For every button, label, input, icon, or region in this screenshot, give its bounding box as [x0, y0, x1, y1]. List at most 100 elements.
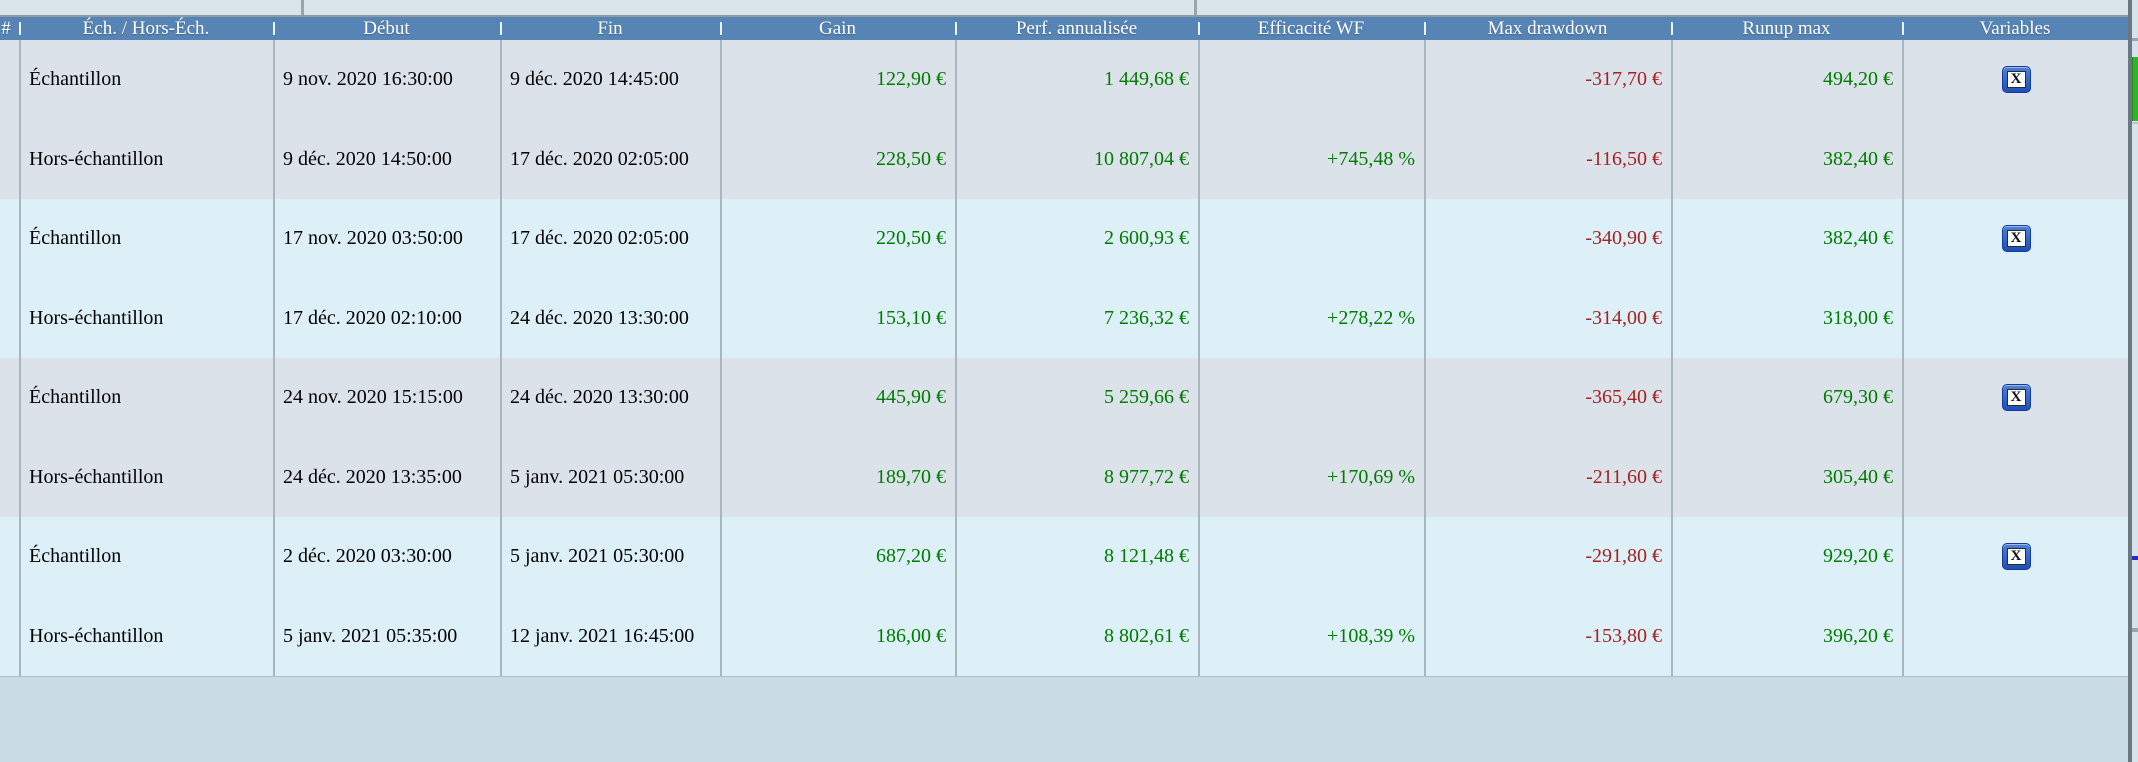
table-row[interactable]: Hors-échantillon 17 déc. 2020 02:10:00 24 … [0, 278, 2128, 359]
cell-eff [1198, 358, 1424, 438]
variables-icon[interactable]: X [2001, 384, 2031, 412]
cell-vars: X [1902, 40, 2128, 120]
cell-fin: 17 déc. 2020 02:05:00 [500, 199, 720, 279]
table-row[interactable]: Hors-échantillon 24 déc. 2020 13:35:00 5 j… [0, 437, 2128, 518]
cell-num [0, 517, 19, 597]
table-row[interactable]: Hors-échantillon 9 déc. 2020 14:50:00 17 d… [0, 119, 2128, 200]
cell-runup: 305,40 € [1671, 437, 1902, 517]
header-separator [500, 22, 502, 35]
cell-dd: -291,80 € [1424, 517, 1671, 597]
cell-vars [1902, 437, 2128, 517]
table-row[interactable]: Échantillon 17 nov. 2020 03:50:00 17 déc. … [0, 199, 2128, 279]
cell-type: Échantillon [19, 40, 273, 120]
cell-fin: 17 déc. 2020 02:05:00 [500, 119, 720, 199]
cell-eff [1198, 517, 1424, 597]
cell-debut: 9 déc. 2020 14:50:00 [273, 119, 500, 199]
cell-vars: X [1902, 358, 2128, 438]
variables-icon[interactable]: X [2001, 225, 2031, 253]
cell-runup: 318,00 € [1671, 278, 1902, 358]
cell-type: Échantillon [19, 199, 273, 279]
cell-type: Échantillon [19, 358, 273, 438]
upper-panel-edge [0, 0, 2128, 17]
variables-icon[interactable]: X [2001, 66, 2031, 94]
table-row[interactable]: Échantillon 2 déc. 2020 03:30:00 5 janv. 2… [0, 517, 2128, 597]
cell-num [0, 597, 19, 677]
cell-perf: 7 236,32 € [955, 278, 1198, 358]
cell-vars [1902, 596, 2128, 676]
cell-fin: 5 janv. 2021 05:30:00 [500, 517, 720, 597]
cell-dd: -211,60 € [1424, 437, 1671, 517]
cell-num [0, 438, 19, 518]
cell-debut: 17 déc. 2020 02:10:00 [273, 278, 500, 358]
cell-num [0, 120, 19, 200]
header-separator [1671, 22, 1673, 35]
cell-dd: -314,00 € [1424, 278, 1671, 358]
column-header-label: Début [363, 18, 410, 39]
column-header-label: Perf. annualisée [1015, 18, 1138, 39]
cell-vars [1902, 119, 2128, 199]
cell-gain: 189,70 € [720, 437, 955, 517]
column-header-efficacite[interactable]: Efficacité WF [1198, 17, 1424, 40]
cell-eff: +108,39 % [1198, 596, 1424, 676]
column-header-gain[interactable]: Gain [720, 17, 955, 40]
cell-perf: 2 600,93 € [955, 199, 1198, 279]
cell-runup: 382,40 € [1671, 119, 1902, 199]
adjacent-panel-green-bar [2132, 57, 2138, 121]
cell-num [0, 279, 19, 359]
column-header-label: Fin [597, 18, 623, 39]
cell-runup: 382,40 € [1671, 199, 1902, 279]
column-header-max-drawdown[interactable]: Max drawdown [1424, 17, 1671, 40]
cell-vars [1902, 278, 2128, 358]
column-header-runup-max[interactable]: Runup max [1671, 17, 1902, 40]
table-row[interactable]: Échantillon 9 nov. 2020 16:30:00 9 déc. 20… [0, 40, 2128, 120]
cell-debut: 5 janv. 2021 05:35:00 [273, 596, 500, 676]
table-row[interactable]: Hors-échantillon 5 janv. 2021 05:35:00 12 … [0, 596, 2128, 677]
cell-runup: 396,20 € [1671, 596, 1902, 676]
table-body: Échantillon 9 nov. 2020 16:30:00 9 déc. 20… [0, 40, 2128, 677]
cell-fin: 12 janv. 2021 16:45:00 [500, 596, 720, 676]
cell-perf: 8 121,48 € [955, 517, 1198, 597]
cell-num [0, 40, 19, 120]
cell-vars: X [1902, 517, 2128, 597]
column-header-label: Max drawdown [1487, 18, 1608, 39]
column-header-debut[interactable]: Début [273, 17, 500, 40]
cell-gain: 445,90 € [720, 358, 955, 438]
table-row[interactable]: Échantillon 24 nov. 2020 15:15:00 24 déc. … [0, 358, 2128, 438]
cell-debut: 24 nov. 2020 15:15:00 [273, 358, 500, 438]
column-header-label: Efficacité WF [1257, 18, 1365, 39]
cell-gain: 220,50 € [720, 199, 955, 279]
column-header-variables[interactable]: Variables [1902, 17, 2128, 40]
variables-icon-glyph: X [2006, 389, 2026, 407]
panel-split-handle[interactable] [2128, 0, 2132, 762]
cell-type: Hors-échantillon [19, 596, 273, 676]
cell-gain: 186,00 € [720, 596, 955, 676]
column-header-fin[interactable]: Fin [500, 17, 720, 40]
cell-perf: 1 449,68 € [955, 40, 1198, 120]
variables-icon-glyph: X [2006, 230, 2026, 248]
variables-icon-glyph: X [2006, 71, 2026, 89]
cell-eff [1198, 199, 1424, 279]
cell-dd: -365,40 € [1424, 358, 1671, 438]
cell-dd: -317,70 € [1424, 40, 1671, 120]
cell-type: Échantillon [19, 517, 273, 597]
header-separator [19, 22, 21, 35]
cell-gain: 122,90 € [720, 40, 955, 120]
cell-eff [1198, 40, 1424, 120]
cell-num [0, 199, 19, 279]
cell-fin: 5 janv. 2021 05:30:00 [500, 437, 720, 517]
cell-perf: 8 802,61 € [955, 596, 1198, 676]
cell-runup: 929,20 € [1671, 517, 1902, 597]
cell-num [0, 358, 19, 438]
column-header-perf[interactable]: Perf. annualisée [955, 17, 1198, 40]
cell-perf: 8 977,72 € [955, 437, 1198, 517]
adjacent-panel-line [2132, 38, 2138, 41]
header-separator [1424, 22, 1426, 35]
header-separator [1198, 22, 1200, 35]
variables-icon[interactable]: X [2001, 543, 2031, 571]
cell-vars: X [1902, 199, 2128, 279]
cell-dd: -153,80 € [1424, 596, 1671, 676]
column-header-num[interactable]: # [0, 17, 19, 40]
header-separator [273, 22, 275, 35]
column-header-type[interactable]: Éch. / Hors-Éch. [19, 17, 273, 40]
panel-divider [301, 0, 304, 15]
